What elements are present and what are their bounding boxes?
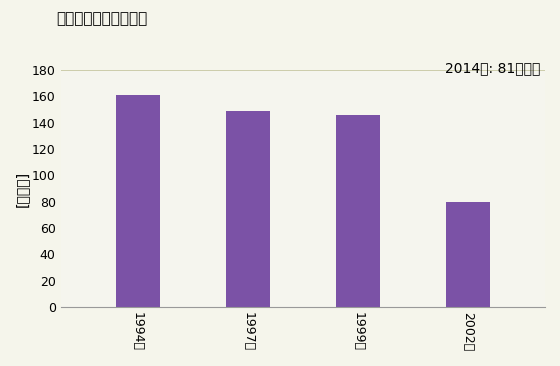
Bar — [336, 115, 380, 307]
Y-axis label: [事業所]: [事業所] — [15, 171, 29, 206]
Bar — [446, 202, 490, 307]
Text: 2014年: 81事業所: 2014年: 81事業所 — [445, 61, 540, 75]
Text: 商業の事業所数の推移: 商業の事業所数の推移 — [56, 11, 147, 26]
Bar — [226, 111, 270, 307]
Bar — [115, 95, 160, 307]
